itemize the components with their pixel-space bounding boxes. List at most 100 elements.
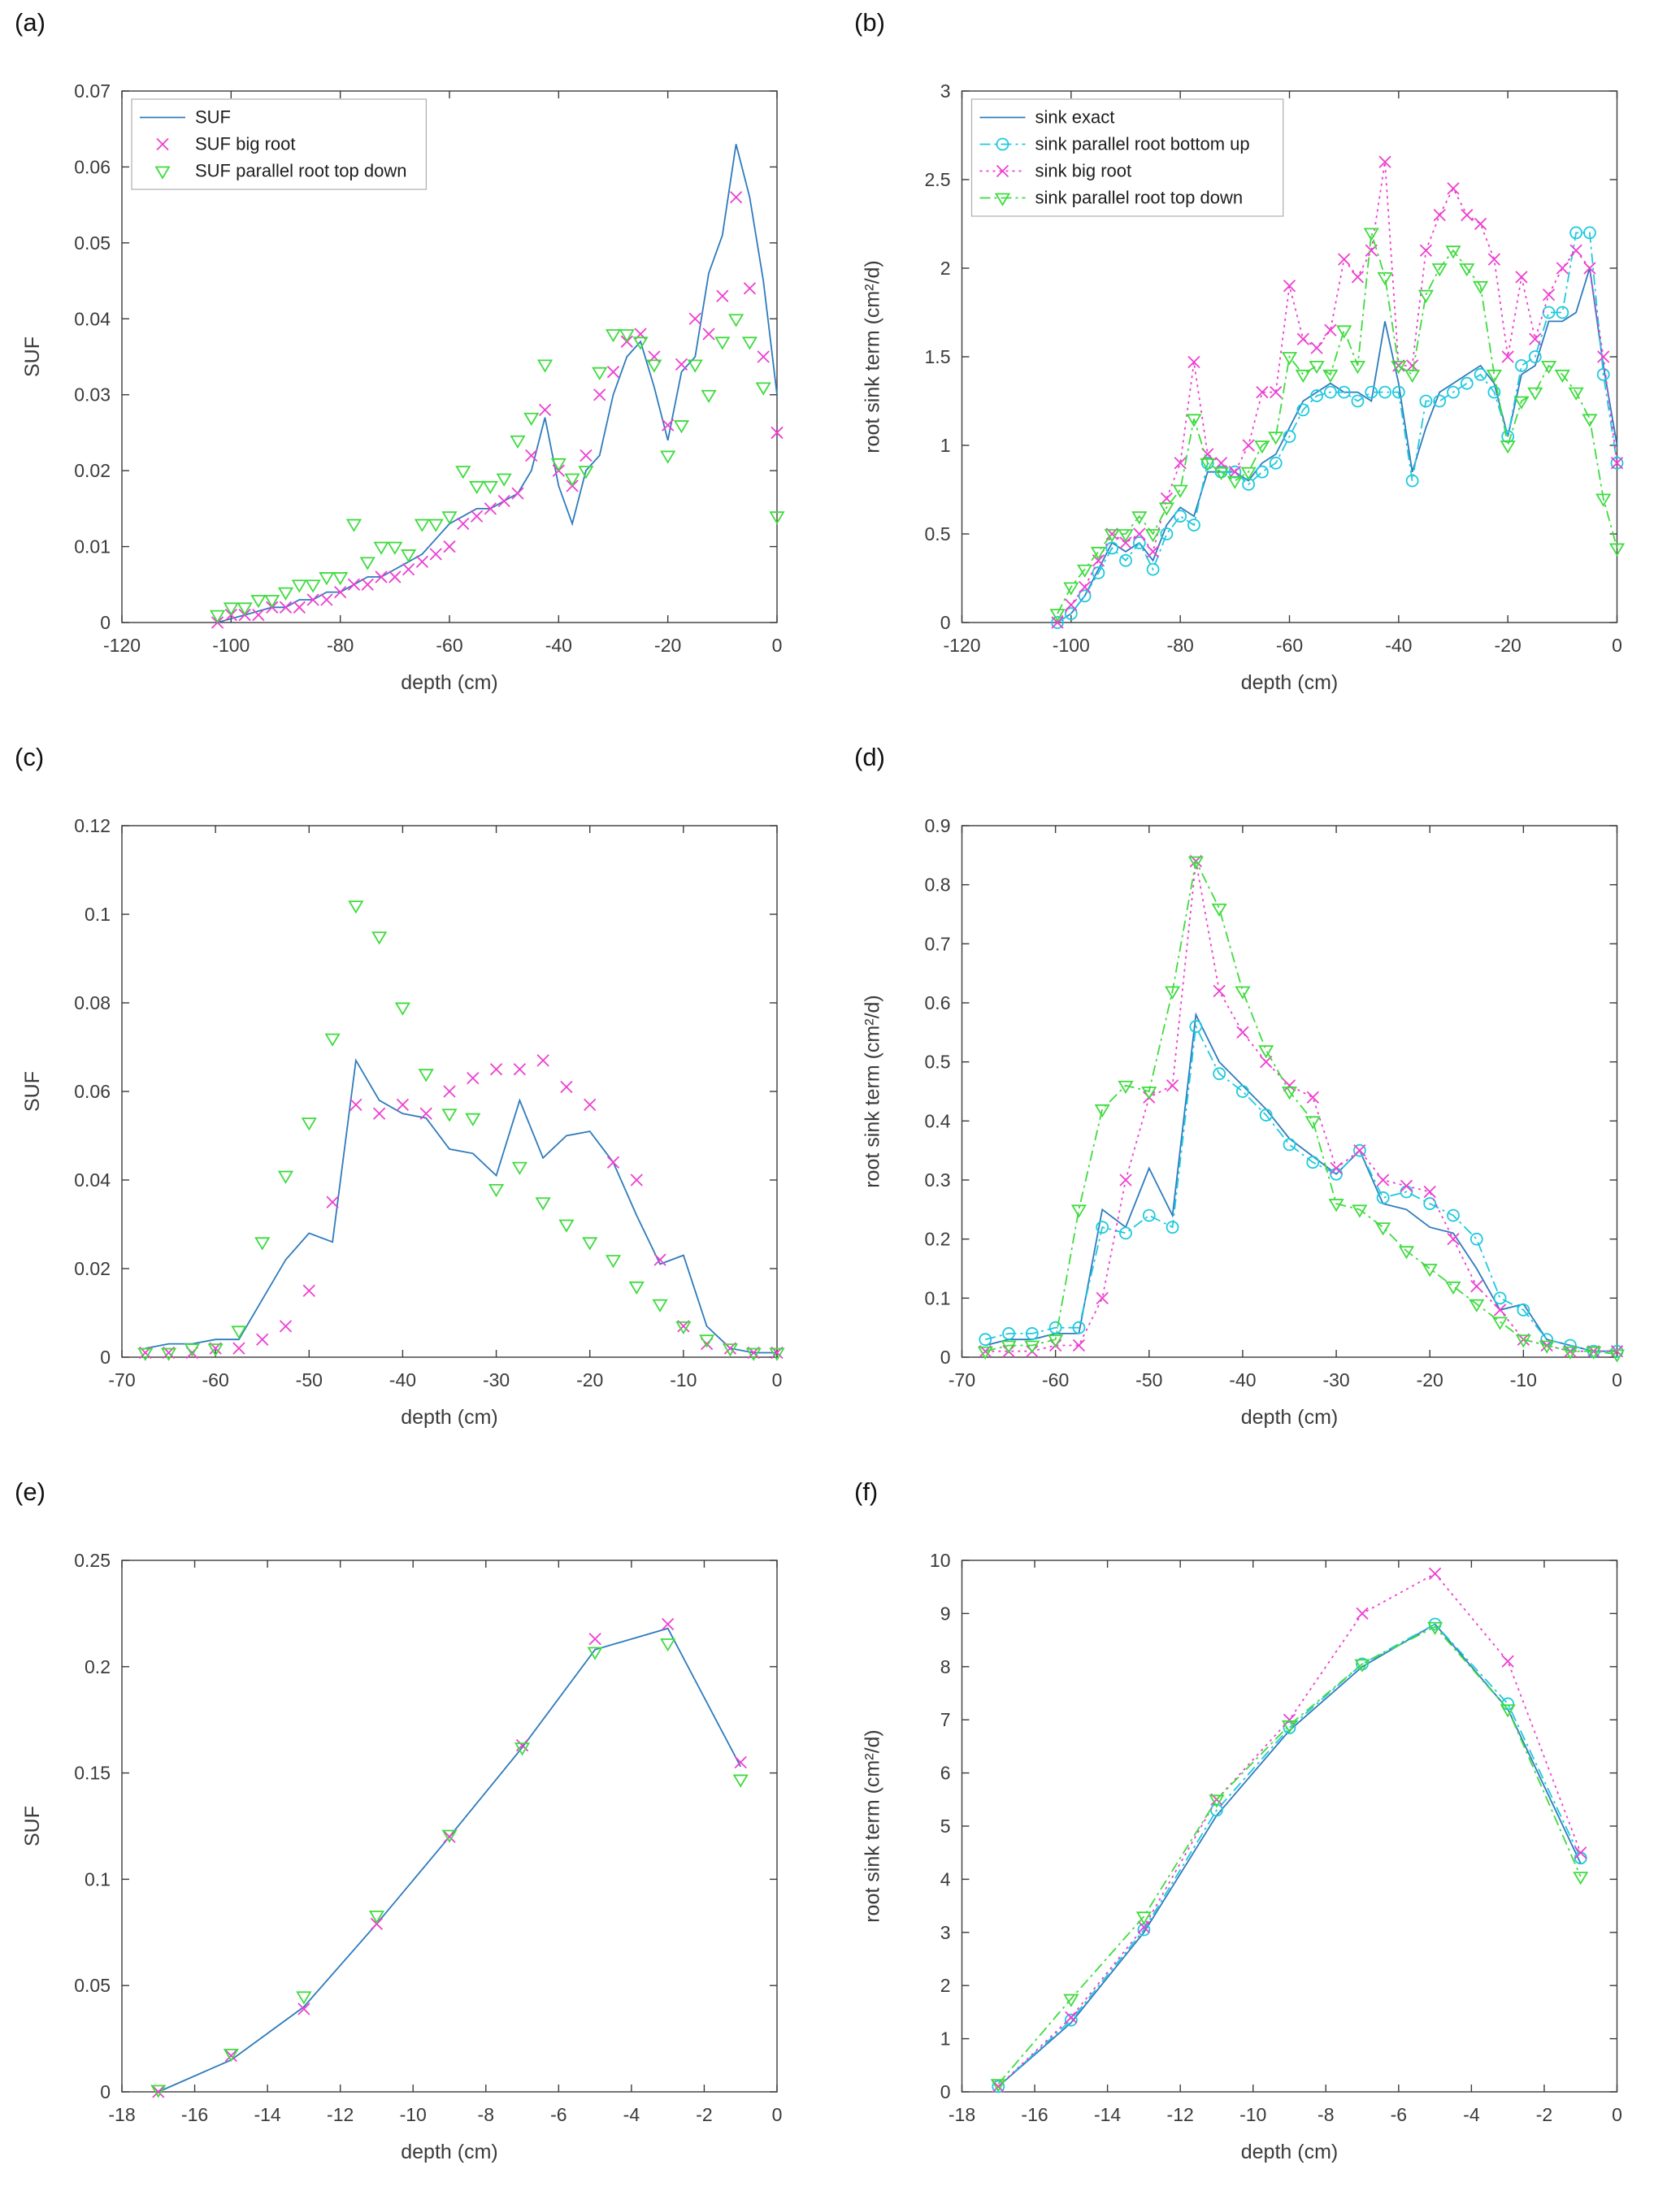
svg-text:0.05: 0.05: [74, 232, 111, 254]
panel-f-chart: -18 -16 -14 -12 -10 -8 -6 -4 -2 0 0 1 2 3 4 5 6 7 8 9 10 dept…: [862, 1550, 1622, 2163]
svg-text:0.06: 0.06: [74, 156, 111, 177]
panel-b: (b) -120 -100 -80 -60 -40 -20 0 0 0.5 1 1.5 2 2.5 3 de…: [840, 0, 1680, 735]
svg-text:-120: -120: [943, 635, 980, 656]
svg-text:-14: -14: [1094, 2104, 1121, 2125]
svg-text:1.5: 1.5: [925, 346, 951, 367]
svg-text:depth (cm): depth (cm): [1241, 671, 1338, 694]
svg-text:-8: -8: [1318, 2104, 1334, 2125]
svg-text:-4: -4: [623, 2104, 640, 2125]
svg-text:0: 0: [772, 2104, 783, 2125]
svg-text:-50: -50: [296, 1369, 323, 1391]
svg-text:0.7: 0.7: [925, 933, 951, 954]
svg-text:4: 4: [940, 1868, 951, 1889]
svg-text:-80: -80: [1167, 635, 1194, 656]
svg-text:6: 6: [940, 1763, 951, 1784]
panel-d: (d) -70 -60 -50 -40 -30 -20 -10 0 0 0.1 0.2 0.3 0.4 0…: [840, 735, 1680, 1469]
svg-text:root sink term (cm²/d): root sink term (cm²/d): [862, 995, 884, 1188]
svg-text:-18: -18: [949, 2104, 975, 2125]
svg-text:-100: -100: [1053, 635, 1090, 656]
svg-text:0: 0: [772, 635, 783, 656]
svg-text:depth (cm): depth (cm): [401, 2141, 497, 2163]
svg-text:0.07: 0.07: [74, 80, 111, 102]
svg-text:0.2: 0.2: [925, 1229, 951, 1250]
svg-text:-50: -50: [1135, 1369, 1162, 1391]
svg-text:0: 0: [100, 2081, 111, 2102]
svg-text:0.9: 0.9: [925, 815, 951, 836]
svg-text:7: 7: [940, 1709, 951, 1730]
svg-text:-20: -20: [1495, 635, 1522, 656]
svg-text:0.02: 0.02: [74, 460, 111, 481]
svg-text:3: 3: [940, 80, 951, 102]
svg-text:0.12: 0.12: [74, 815, 111, 836]
svg-text:sink parallel root top down: sink parallel root top down: [1035, 188, 1244, 208]
svg-text:-18: -18: [108, 2104, 135, 2125]
svg-text:0: 0: [940, 2081, 951, 2102]
svg-text:SUF: SUF: [21, 336, 44, 377]
svg-text:-12: -12: [1167, 2104, 1194, 2125]
svg-text:0: 0: [100, 612, 111, 633]
svg-text:root sink term (cm²/d): root sink term (cm²/d): [862, 260, 884, 453]
svg-text:3: 3: [940, 1922, 951, 1943]
panel-a-label: (a): [15, 8, 46, 37]
svg-text:-20: -20: [576, 1369, 603, 1391]
panel-f: (f) -18 -16 -14 -12 -10 -8 -6 -4 -2 0 0 1 2 3 4 5 6 7 8 9 10…: [840, 1469, 1680, 2204]
svg-text:9: 9: [940, 1603, 951, 1624]
svg-text:0.1: 0.1: [925, 1287, 951, 1308]
svg-text:-40: -40: [1229, 1369, 1256, 1391]
svg-text:-20: -20: [1417, 1369, 1443, 1391]
svg-text:0.25: 0.25: [74, 1550, 111, 1571]
svg-text:0.1: 0.1: [85, 904, 111, 925]
svg-text:-80: -80: [327, 635, 354, 656]
svg-text:-10: -10: [670, 1369, 697, 1391]
svg-text:-30: -30: [483, 1369, 510, 1391]
panel-d-label: (d): [854, 743, 885, 771]
svg-text:0.02: 0.02: [74, 1258, 111, 1279]
svg-text:0: 0: [940, 1347, 951, 1368]
svg-text:depth (cm): depth (cm): [1241, 2141, 1338, 2163]
panel-f-label: (f): [854, 1477, 879, 1506]
svg-text:SUF: SUF: [21, 1806, 44, 1846]
svg-text:-6: -6: [550, 2104, 567, 2125]
panel-e-chart: -18 -16 -14 -12 -10 -8 -6 -4 -2 0 0 0.05 0.1 0.15 0.2 0…: [21, 1550, 783, 2163]
svg-text:0: 0: [1612, 635, 1622, 656]
svg-text:1: 1: [940, 435, 951, 456]
svg-text:0.5: 0.5: [925, 1052, 951, 1073]
svg-text:-120: -120: [103, 635, 141, 656]
svg-text:-2: -2: [1536, 2104, 1552, 2125]
svg-text:-10: -10: [1239, 2104, 1266, 2125]
svg-text:-60: -60: [1276, 635, 1303, 656]
svg-text:0.06: 0.06: [74, 1081, 111, 1102]
panel-e: (e) -18 -16 -14 -12 -10 -8 -6 -4 -2 0 0 0.05 0.1 0.15…: [0, 1469, 840, 2204]
svg-text:-30: -30: [1322, 1369, 1349, 1391]
svg-text:0.04: 0.04: [74, 308, 111, 329]
svg-text:-40: -40: [545, 635, 572, 656]
svg-text:-16: -16: [1021, 2104, 1048, 2125]
svg-text:2: 2: [940, 1975, 951, 1996]
svg-text:SUF big root: SUF big root: [195, 134, 296, 154]
svg-text:depth (cm): depth (cm): [401, 1406, 497, 1429]
svg-text:-2: -2: [696, 2104, 712, 2125]
svg-text:-4: -4: [1463, 2104, 1480, 2125]
svg-text:0.3: 0.3: [925, 1169, 951, 1191]
panel-c: (c) -70 -60 -50 -40 -30 -20 -10 0 0 0.02 0.04 0.06 0…: [0, 735, 840, 1469]
svg-text:root sink term (cm²/d): root sink term (cm²/d): [862, 1729, 884, 1923]
svg-text:SUF: SUF: [21, 1071, 44, 1112]
svg-text:10: 10: [930, 1550, 951, 1571]
svg-text:0.15: 0.15: [74, 1763, 111, 1784]
svg-text:-60: -60: [436, 635, 462, 656]
svg-text:-60: -60: [202, 1369, 229, 1391]
svg-text:-10: -10: [1510, 1369, 1537, 1391]
svg-text:sink big root: sink big root: [1035, 161, 1132, 181]
svg-text:depth (cm): depth (cm): [401, 671, 497, 694]
svg-text:0.8: 0.8: [925, 874, 951, 896]
svg-text:SUF parallel root top down: SUF parallel root top down: [195, 161, 406, 181]
svg-text:-16: -16: [181, 2104, 208, 2125]
panel-d-chart: -70 -60 -50 -40 -30 -20 -10 0 0 0.1 0.2 0.3 0.4 0.5 0.…: [862, 815, 1626, 1429]
panel-c-label: (c): [15, 743, 45, 771]
svg-text:0: 0: [772, 1369, 783, 1391]
svg-text:-10: -10: [400, 2104, 427, 2125]
svg-text:-70: -70: [108, 1369, 135, 1391]
svg-text:5: 5: [940, 1816, 951, 1837]
svg-text:0.04: 0.04: [74, 1169, 111, 1191]
